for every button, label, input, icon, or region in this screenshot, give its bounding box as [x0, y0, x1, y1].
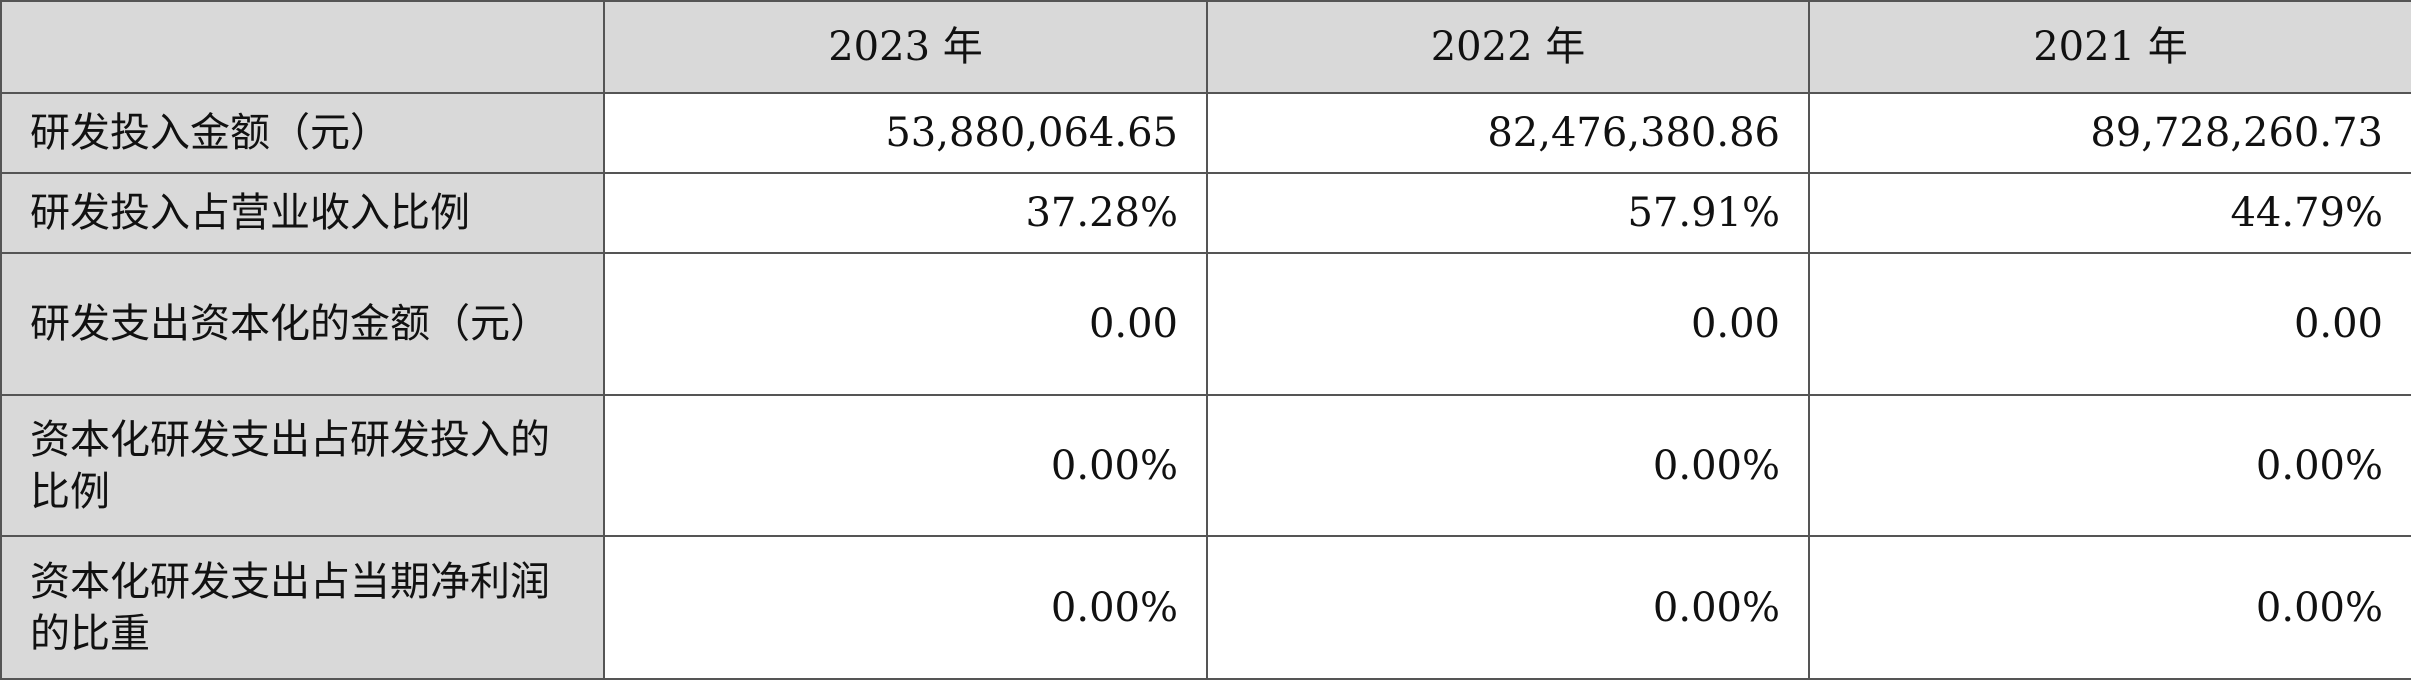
value-cell: 57.91%	[1206, 172, 1810, 254]
value-cell: 0.00%	[1808, 394, 2411, 537]
value-cell: 82,476,380.86	[1206, 92, 1810, 174]
table-row: 资本化研发支出占当期净利润的比重 0.00% 0.00% 0.00%	[0, 535, 2411, 680]
value-cell: 0.00%	[1808, 535, 2411, 680]
row-label: 研发投入占营业收入比例	[0, 172, 605, 254]
value-cell: 0.00%	[603, 535, 1208, 680]
value-cell: 0.00	[1808, 252, 2411, 396]
row-label: 研发投入金额（元）	[0, 92, 605, 174]
row-label: 资本化研发支出占研发投入的比例	[0, 394, 605, 537]
header-cell	[0, 0, 605, 94]
value-cell: 37.28%	[603, 172, 1208, 254]
value-cell: 0.00%	[1206, 535, 1810, 680]
row-label: 研发支出资本化的金额（元）	[0, 252, 605, 396]
value-cell: 0.00	[603, 252, 1208, 396]
header-cell: 2022 年	[1206, 0, 1810, 94]
table-row: 研发投入金额（元） 53,880,064.65 82,476,380.86 89,72…	[0, 92, 2411, 174]
table-row: 资本化研发支出占研发投入的比例 0.00% 0.00% 0.00%	[0, 394, 2411, 537]
value-cell: 0.00%	[1206, 394, 1810, 537]
value-cell: 89,728,260.73	[1808, 92, 2411, 174]
header-row: 2023 年 2022 年 2021 年	[0, 0, 2411, 94]
value-cell: 53,880,064.65	[603, 92, 1208, 174]
table-row: 研发支出资本化的金额（元） 0.00 0.00 0.00	[0, 252, 2411, 396]
table-row: 研发投入占营业收入比例 37.28% 57.91% 44.79%	[0, 172, 2411, 254]
header-cell: 2023 年	[603, 0, 1208, 94]
header-cell: 2021 年	[1808, 0, 2411, 94]
value-cell: 44.79%	[1808, 172, 2411, 254]
value-cell: 0.00%	[603, 394, 1208, 537]
value-cell: 0.00	[1206, 252, 1810, 396]
row-label: 资本化研发支出占当期净利润的比重	[0, 535, 605, 680]
